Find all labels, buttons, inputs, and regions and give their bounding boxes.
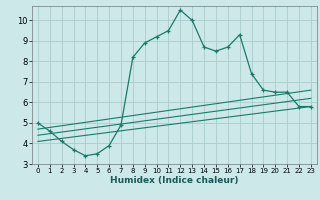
X-axis label: Humidex (Indice chaleur): Humidex (Indice chaleur) xyxy=(110,176,239,185)
